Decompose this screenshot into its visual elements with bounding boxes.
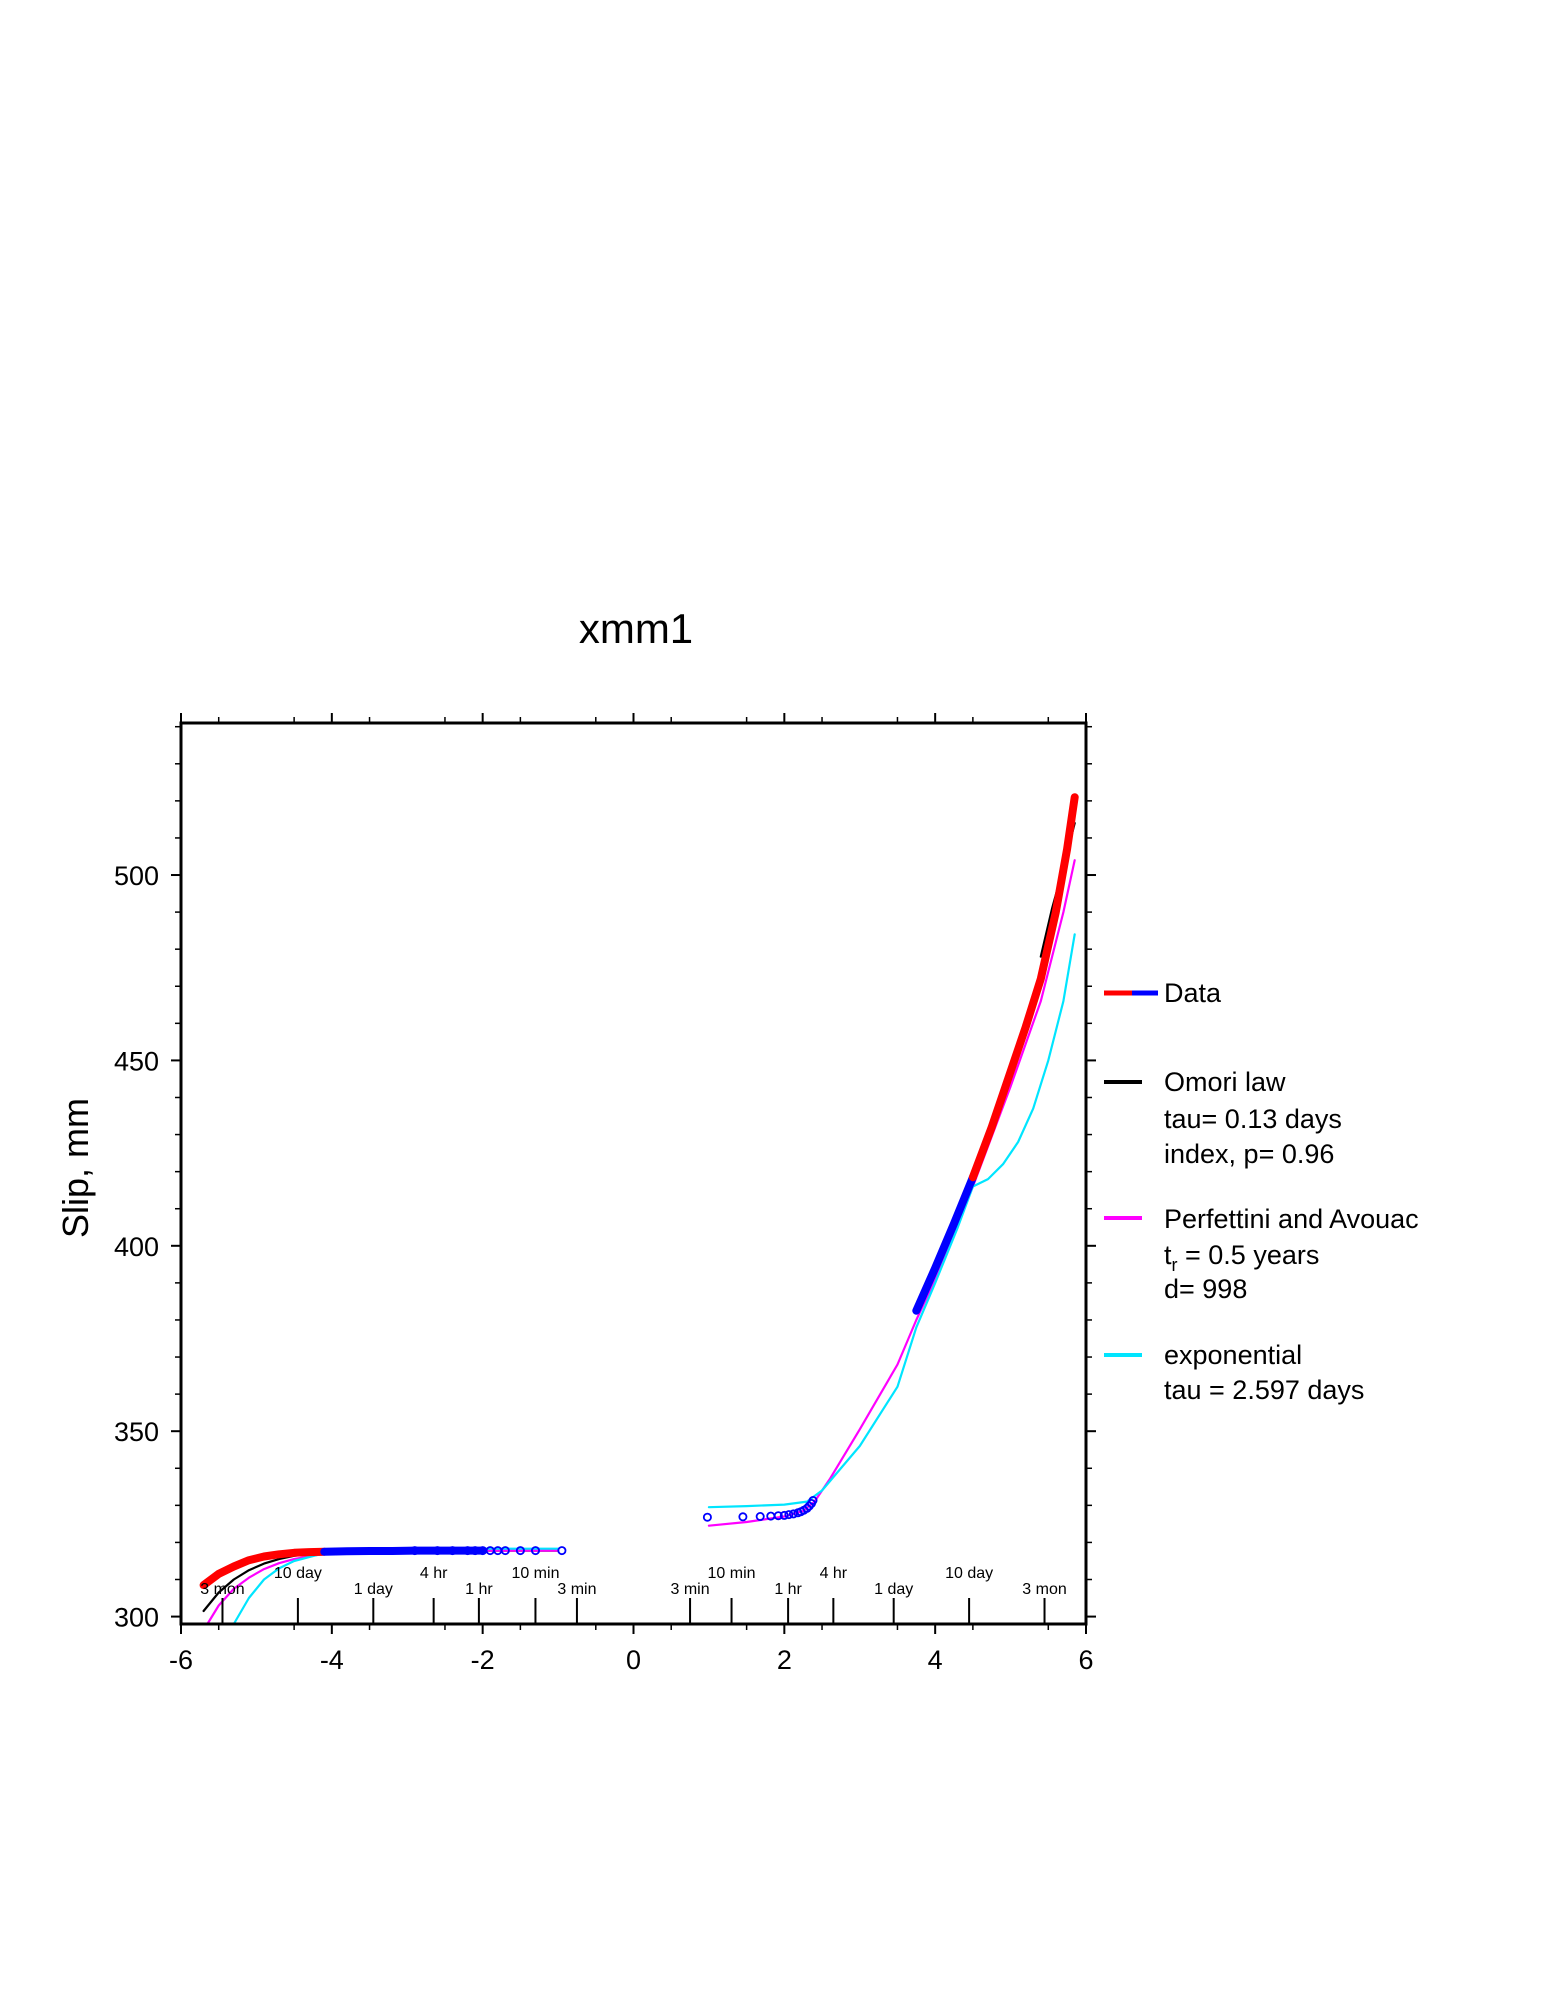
x-tick-label-5: 4	[928, 1645, 943, 1675]
time-label-11: 1 day	[874, 1581, 913, 1598]
series-line-perfettini-and-avouac-9	[707, 859, 1076, 1527]
x-tick-label-0: -6	[169, 1645, 193, 1675]
legend-label-omori: Omori law	[1164, 1067, 1286, 1097]
time-label-9: 1 hr	[774, 1581, 802, 1598]
time-label-6: 3 min	[557, 1581, 596, 1598]
data-point-data-3-1	[738, 1512, 748, 1522]
legend-item-perfettini: Perfettini and Avouac tr = 0.5 years d= …	[1104, 1204, 1419, 1304]
time-label-8: 10 min	[708, 1565, 756, 1582]
legend-label-perfettini: Perfettini and Avouac	[1164, 1204, 1419, 1234]
legend-label-exponential: exponential	[1164, 1340, 1302, 1370]
data-point-data-3-11	[802, 1503, 812, 1513]
legend-omori-index: index, p= 0.96	[1164, 1139, 1334, 1169]
data-point-data-3-4	[773, 1511, 783, 1521]
legend-item-exponential: exponential tau = 2.597 days	[1104, 1340, 1364, 1405]
series-line-exponential-11	[707, 933, 1076, 1509]
data-point-data-3-6	[784, 1510, 794, 1520]
time-label-1: 10 day	[274, 1565, 322, 1582]
y-tick-label-3: 450	[114, 1046, 159, 1076]
y-tick-label-1: 350	[114, 1417, 159, 1447]
y-tick-label-4: 500	[114, 861, 159, 891]
legend-perfettini-d: d= 998	[1164, 1274, 1247, 1304]
data-point-data-2-1	[432, 1546, 442, 1556]
time-label-12: 10 day	[945, 1565, 993, 1582]
data-point-data-3-2	[755, 1512, 765, 1522]
series-line-data-1	[320, 1546, 487, 1556]
y-axis-label: Slip, mm	[55, 1098, 96, 1238]
x-tick-label-4: 2	[777, 1645, 792, 1675]
series-line-data-4	[912, 1173, 977, 1315]
data-point-data-3-14	[808, 1496, 818, 1506]
x-tick-label-1: -4	[320, 1645, 344, 1675]
legend-item-omori: Omori law tau= 0.13 days index, p= 0.96	[1104, 1067, 1342, 1169]
data-point-data-2-0	[410, 1546, 420, 1556]
data-point-data-2-2	[447, 1546, 457, 1556]
axis-layer: -6 -4 -2 0 2 4 6 300 350 400 450 500	[114, 713, 1096, 1675]
time-label-10: 4 hr	[820, 1565, 848, 1582]
tr-main: t	[1164, 1240, 1172, 1270]
time-label-2: 1 day	[354, 1581, 393, 1598]
time-label-4: 1 hr	[465, 1581, 493, 1598]
x-tick-label-2: -2	[471, 1645, 495, 1675]
data-point-data-3-0	[702, 1512, 712, 1522]
y-tick-label-0: 300	[114, 1603, 159, 1633]
time-label-7: 3 min	[671, 1581, 710, 1598]
legend-label-data: Data	[1164, 978, 1222, 1008]
legend: Data Omori law tau= 0.13 days index, p= …	[1104, 978, 1419, 1405]
data-point-data-2-8	[500, 1546, 510, 1556]
time-label-0: 3 mon	[200, 1581, 244, 1598]
time-label-13: 3 mon	[1022, 1581, 1066, 1598]
data-point-data-3-5	[779, 1510, 789, 1520]
time-label-5: 10 min	[511, 1565, 559, 1582]
chart-title: xmm1	[579, 605, 693, 652]
legend-perfettini-tr: tr = 0.5 years	[1164, 1240, 1319, 1275]
data-point-data-2-9	[515, 1546, 525, 1556]
series-line-exponential-10	[232, 1547, 560, 1626]
series-line-data-0	[199, 1547, 329, 1590]
y-tick-label-2: 400	[114, 1232, 159, 1262]
plot-frame	[179, 721, 1088, 1626]
x-tick-label-6: 6	[1078, 1645, 1093, 1675]
tr-rest: = 0.5 years	[1178, 1240, 1320, 1270]
legend-omori-tau: tau= 0.13 days	[1164, 1104, 1342, 1134]
time-label-3: 4 hr	[420, 1565, 448, 1582]
legend-exponential-tau: tau = 2.597 days	[1164, 1375, 1364, 1405]
x-tick-label-3: 0	[626, 1645, 641, 1675]
data-point-data-2-10	[531, 1546, 541, 1556]
series-line-data-5	[968, 793, 1079, 1182]
data-point-data-2-11	[557, 1546, 567, 1556]
tr-sub: r	[1172, 1255, 1178, 1275]
series-layer	[199, 793, 1079, 1626]
legend-item-data: Data	[1104, 978, 1222, 1008]
